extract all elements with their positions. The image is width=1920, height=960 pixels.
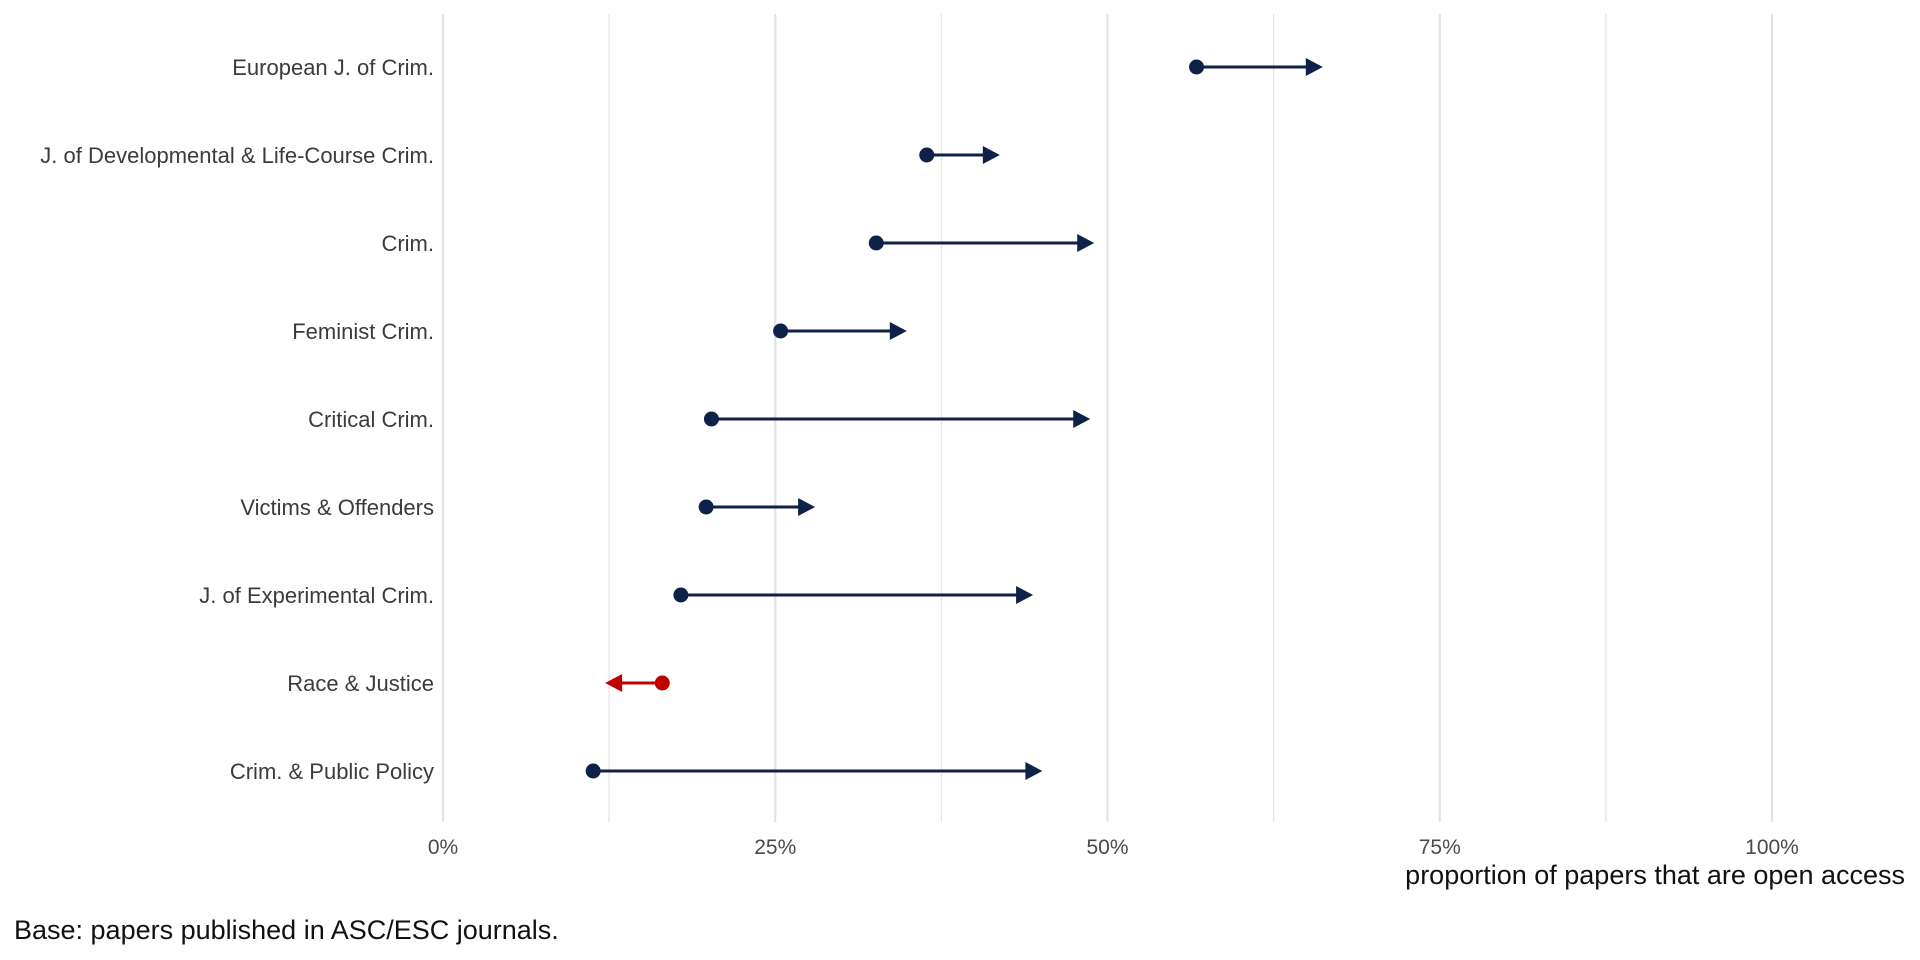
category-label: Race & Justice: [287, 671, 434, 696]
x-tick-labels: 0% 25% 50% 75% 100%: [428, 836, 1799, 859]
start-point: [698, 499, 714, 515]
x-axis-title: proportion of papers that are open acces…: [1405, 860, 1905, 890]
start-point: [703, 411, 719, 427]
x-tick-label: 25%: [754, 836, 796, 859]
category-label: Crim.: [381, 231, 434, 256]
start-point: [654, 675, 670, 691]
category-label: Victims & Offenders: [240, 495, 434, 520]
category-label: Critical Crim.: [308, 407, 434, 432]
category-labels: European J. of Crim. J. of Developmental …: [40, 55, 434, 784]
arrow-head-end-point: [1077, 234, 1095, 252]
arrow-head-end-point: [798, 498, 816, 516]
x-tick-label: 100%: [1745, 836, 1799, 859]
category-label: J. of Developmental & Life-Course Crim.: [40, 143, 434, 168]
start-point: [773, 323, 789, 339]
start-point: [919, 147, 935, 163]
data-marks: [585, 58, 1323, 780]
caption: Base: papers published in ASC/ESC journa…: [14, 915, 559, 945]
arrow-head-end-point: [605, 674, 623, 692]
arrow-head-end-point: [1025, 762, 1043, 780]
category-label: Crim. & Public Policy: [230, 759, 434, 784]
start-point: [868, 235, 884, 251]
arrow-head-end-point: [1016, 586, 1034, 604]
category-label: European J. of Crim.: [232, 55, 434, 80]
arrow-head-end-point: [982, 146, 1000, 164]
start-point: [673, 587, 689, 603]
x-tick-label: 75%: [1419, 836, 1461, 859]
arrow-head-end-point: [1305, 58, 1323, 76]
x-tick-label: 50%: [1086, 836, 1128, 859]
category-label: Feminist Crim.: [292, 319, 434, 344]
gridlines: [441, 14, 1774, 822]
arrow-head-end-point: [1073, 410, 1091, 428]
start-point: [1189, 59, 1205, 75]
arrow-head-end-point: [889, 322, 907, 340]
x-tick-label: 0%: [428, 836, 458, 859]
category-label: J. of Experimental Crim.: [199, 583, 434, 608]
start-point: [585, 763, 601, 779]
